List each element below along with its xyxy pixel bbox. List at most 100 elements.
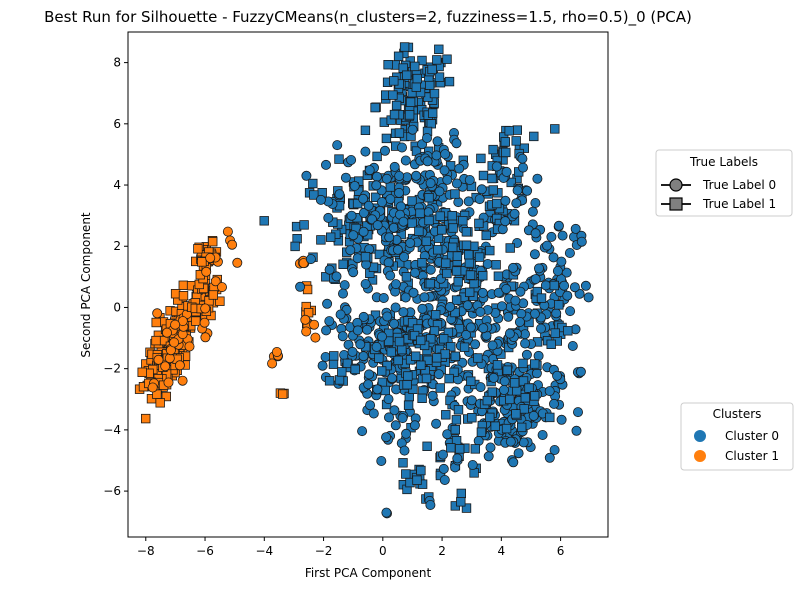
data-point-circle: [425, 264, 436, 275]
data-point-circle: [573, 407, 584, 418]
data-point-circle: [153, 354, 164, 365]
data-point-square: [563, 326, 573, 336]
data-point-circle: [383, 257, 394, 268]
data-point-square: [511, 409, 521, 419]
data-point-circle: [419, 292, 430, 303]
data-point-circle: [337, 288, 348, 299]
data-point-square: [432, 245, 443, 255]
data-point-square: [488, 144, 498, 155]
data-point-square: [463, 249, 474, 260]
data-point-square: [505, 394, 515, 405]
data-point-circle: [411, 170, 422, 181]
data-point-square: [485, 245, 495, 256]
data-point-square: [453, 276, 463, 287]
data-point-circle: [390, 420, 401, 431]
data-point-square: [374, 249, 385, 260]
data-point-square: [422, 441, 432, 452]
data-point-square: [461, 503, 472, 513]
data-point-circle: [465, 322, 476, 333]
data-point-circle: [399, 445, 410, 456]
data-point-circle: [522, 185, 533, 196]
data-point-circle: [363, 379, 374, 390]
data-point-square: [550, 124, 560, 134]
data-point-square: [407, 317, 418, 328]
data-point-circle: [322, 298, 333, 309]
data-point-circle: [405, 237, 416, 248]
data-point-circle: [451, 138, 462, 149]
data-point-circle: [552, 265, 563, 276]
data-point-square: [469, 468, 479, 478]
data-point-square: [429, 88, 440, 99]
data-point-circle: [514, 316, 525, 327]
data-point-square: [519, 404, 529, 414]
data-point-square: [397, 344, 407, 355]
data-point-circle: [422, 156, 433, 167]
x-tick-label: 0: [379, 544, 387, 558]
data-point-square: [394, 128, 405, 138]
data-point-circle: [553, 220, 564, 231]
data-point-circle: [399, 251, 410, 262]
y-tick-label: 6: [113, 117, 121, 131]
data-point-circle: [360, 278, 371, 289]
data-point-square: [432, 353, 442, 363]
data-point-circle: [400, 292, 411, 303]
data-point-circle: [301, 170, 312, 181]
legend-true-label-1: True Label 1: [702, 197, 776, 211]
data-point-circle: [334, 189, 345, 200]
data-point-circle: [376, 331, 387, 342]
data-point-circle: [199, 317, 210, 328]
data-point-square: [529, 131, 539, 142]
data-point-square: [416, 465, 426, 476]
data-point-square: [337, 367, 347, 377]
data-point-circle: [407, 124, 418, 135]
data-point-circle: [315, 194, 326, 205]
data-point-circle: [438, 463, 449, 474]
data-point-circle: [205, 252, 216, 263]
data-point-square: [429, 326, 440, 336]
data-point-circle: [532, 173, 543, 184]
data-point-circle: [500, 216, 511, 227]
data-point-square: [398, 458, 408, 468]
data-point-circle: [395, 201, 406, 212]
data-point-square: [389, 109, 400, 120]
data-point-circle: [271, 346, 282, 357]
data-point-circle: [349, 180, 360, 191]
data-point-square: [404, 110, 415, 120]
data-point-circle: [376, 455, 387, 466]
data-point-circle: [409, 267, 420, 278]
data-point-circle: [508, 262, 519, 273]
data-point-circle: [345, 245, 356, 256]
data-point-square: [407, 218, 417, 228]
data-point-square: [191, 316, 201, 326]
data-point-square: [474, 218, 484, 229]
data-point-circle: [170, 319, 181, 330]
data-point-square: [334, 375, 345, 385]
data-point-square: [382, 360, 392, 371]
data-point-circle: [488, 372, 499, 383]
data-point-square: [386, 347, 396, 357]
x-tick-label: −2: [315, 544, 333, 558]
x-tick-label: 4: [498, 544, 506, 558]
data-point-circle: [546, 231, 557, 242]
data-point-circle: [160, 361, 171, 372]
y-axis-ticks: −6 −4 −2 0 2 4 6 8: [103, 56, 128, 498]
data-point-square: [442, 54, 452, 64]
data-point-circle: [487, 340, 498, 351]
data-point-square: [360, 251, 371, 262]
data-point-circle: [544, 386, 555, 397]
data-point-square: [309, 190, 319, 200]
data-point-circle: [309, 319, 320, 330]
data-point-square: [511, 136, 521, 146]
data-point-circle: [383, 394, 394, 405]
data-point-square: [421, 236, 432, 247]
legend-true-labels-title: True Labels: [689, 155, 758, 169]
data-point-square: [161, 391, 172, 402]
data-point-circle: [530, 228, 541, 239]
data-point-circle: [501, 283, 512, 294]
data-point-square: [137, 367, 147, 378]
cluster-0-marker-icon: [694, 430, 706, 442]
data-point-circle: [518, 162, 529, 173]
data-point-circle: [552, 370, 563, 381]
data-point-square: [350, 364, 360, 375]
